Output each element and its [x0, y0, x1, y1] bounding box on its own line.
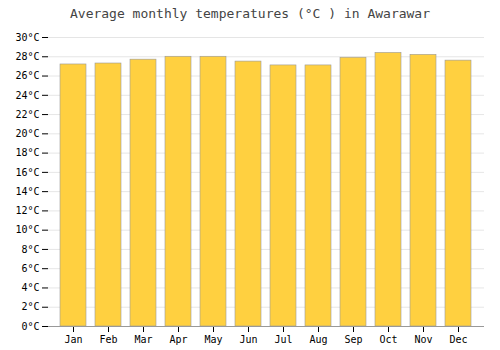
svg-text:0°C: 0°C	[21, 321, 39, 332]
svg-text:30°C: 30°C	[15, 32, 39, 43]
svg-text:Sep: Sep	[344, 334, 362, 345]
svg-text:6°C: 6°C	[21, 263, 39, 274]
svg-text:24°C: 24°C	[15, 90, 39, 101]
svg-text:10°C: 10°C	[15, 224, 39, 235]
svg-text:12°C: 12°C	[15, 205, 39, 216]
svg-text:14°C: 14°C	[15, 186, 39, 197]
svg-text:May: May	[204, 334, 222, 345]
svg-text:Aug: Aug	[309, 334, 327, 345]
svg-text:2°C: 2°C	[21, 301, 39, 312]
svg-text:Oct: Oct	[379, 334, 397, 345]
svg-text:8°C: 8°C	[21, 244, 39, 255]
svg-text:Mar: Mar	[134, 334, 152, 345]
svg-text:26°C: 26°C	[15, 70, 39, 81]
svg-text:Jun: Jun	[239, 334, 257, 345]
svg-text:4°C: 4°C	[21, 282, 39, 293]
html-text:Average monthly temperatures (: Average monthly temperatures (°C ) in Aw…	[70, 6, 430, 21]
svg-text:18°C: 18°C	[15, 147, 39, 158]
svg-text:16°C: 16°C	[15, 167, 39, 178]
svg-text:Jan: Jan	[64, 334, 82, 345]
svg-text:20°C: 20°C	[15, 128, 39, 139]
svg-text:Apr: Apr	[169, 334, 187, 345]
svg-text:28°C: 28°C	[15, 51, 39, 62]
svg-text:Nov: Nov	[414, 334, 432, 345]
svg-text:Feb: Feb	[99, 334, 117, 345]
svg-text:Dec: Dec	[449, 334, 467, 345]
svg-text:Jul: Jul	[274, 334, 292, 345]
svg-text:22°C: 22°C	[15, 109, 39, 120]
